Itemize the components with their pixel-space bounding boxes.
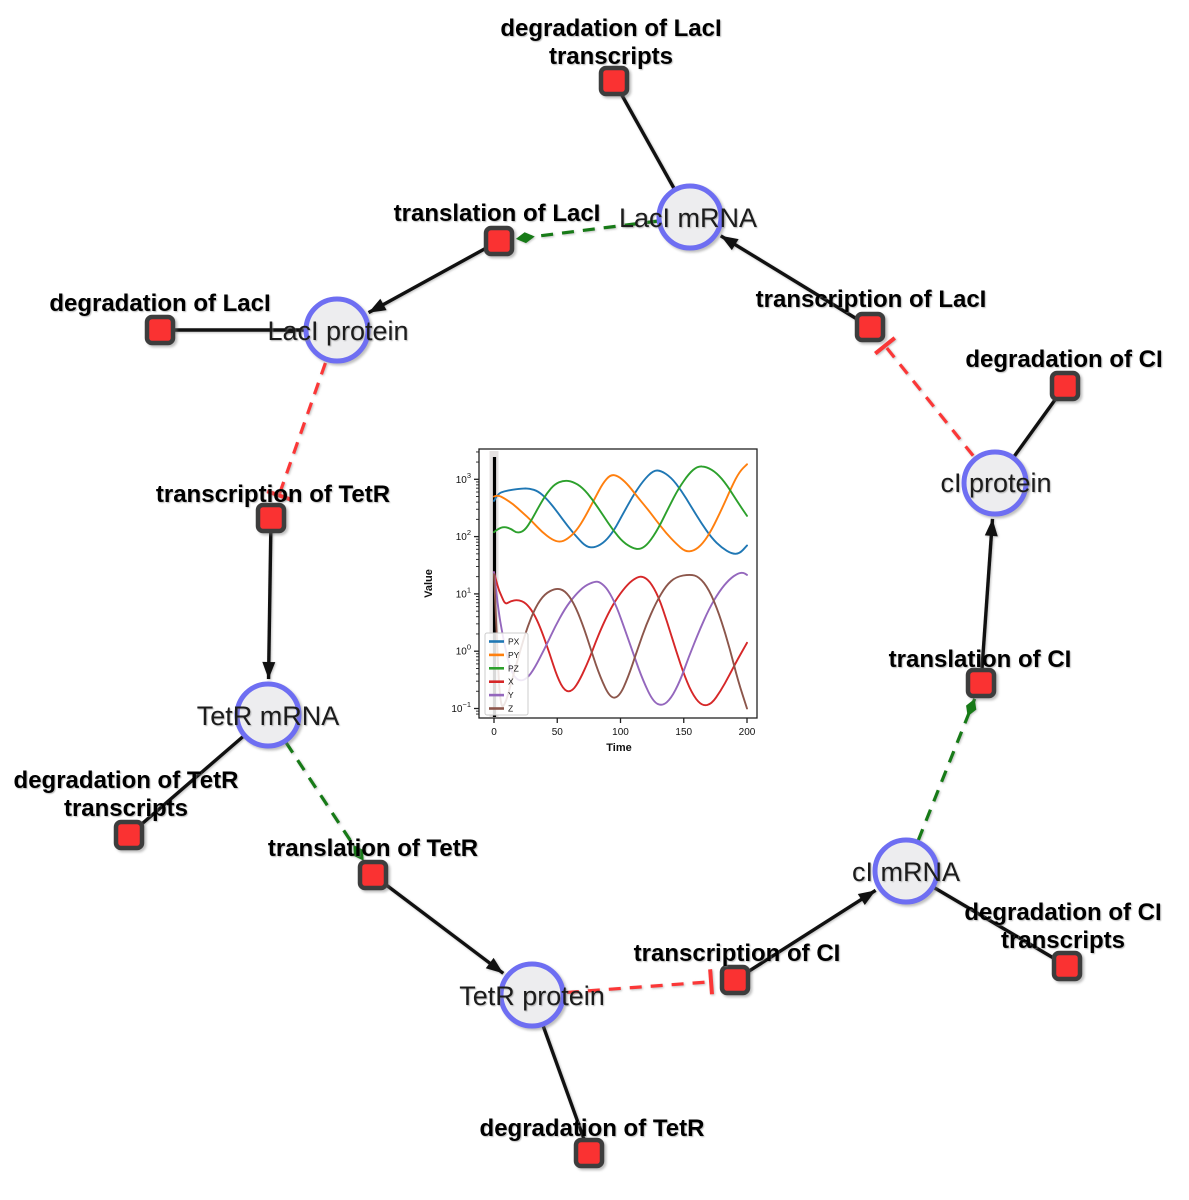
reaction-node-deg-laci-transcripts[interactable] [598,65,630,97]
reaction-node-deg-ci-transcripts[interactable] [1051,950,1083,982]
x-tick-label-150: 150 [675,727,692,738]
chart-series-PX [493,469,748,555]
species-node-ci-protein[interactable] [961,449,1029,517]
reaction-label-deg-tetr-line0: degradation of TetR [480,1115,705,1142]
reaction-label-deg-laci-transcripts-line0: degradation of LacI [500,15,721,42]
edge-production-translation-laci-to-laci-protein [367,239,500,315]
reaction-node-deg-laci[interactable] [144,314,176,346]
y-tick-label-1e-1: 10−1 [451,700,471,715]
reaction-label-translation-tetr-line0: translation of TetR [268,835,478,862]
edges-layer [127,80,1068,1154]
edge-production-translation-ci-to-ci-protein [979,518,998,684]
reaction-label-deg-tetr-transcripts-line1: transcripts [64,795,188,822]
reaction-label-deg-ci-transcripts-line1: transcripts [1001,927,1125,954]
legend-label-PY: PY [508,650,520,660]
reaction-label-deg-laci-line0: degradation of LacI [49,290,270,317]
edge-production-transcription-laci-to-laci-mrna [719,234,871,329]
species-node-laci-mrna[interactable] [656,183,724,251]
species-label-tetr-mrna: TetR mRNA [197,701,340,731]
x-tick-label-50: 50 [552,727,564,738]
reaction-label-deg-laci-transcripts-line1: transcripts [549,43,673,70]
reaction-node-translation-laci[interactable] [483,225,515,257]
species-node-ci-mrna[interactable] [872,837,940,905]
simulation-chart-inset: 10−1 100 101 102 103 0 50 100 150 200 Time Value PX P… [423,448,758,754]
reaction-label-deg-ci-line0: degradation of CI [965,346,1162,373]
edge-modifier-laci-mrna-to-translation-laci [515,219,658,244]
reaction-node-translation-ci[interactable] [965,667,997,699]
reaction-node-transcription-ci[interactable] [719,964,751,996]
species-label-tetr-protein: TetR protein [459,981,605,1011]
reaction-node-transcription-laci[interactable] [854,311,886,343]
labels-layer: LacI mRNA LacI protein cI protein TetR mRNA… [14,15,1163,1142]
reaction-node-deg-tetr-transcripts[interactable] [113,819,145,851]
reaction-node-transcription-tetr[interactable] [255,502,287,534]
reaction-label-deg-tetr-transcripts-line0: degradation of TetR [14,767,239,794]
legend-label-PZ: PZ [508,663,519,673]
y-axis-label: Value [423,569,435,598]
reaction-node-translation-tetr[interactable] [357,859,389,891]
y-tick-label-1e2: 102 [456,528,471,543]
y-tick-label-1e1: 101 [456,585,471,600]
chart-series-X [493,571,748,707]
legend-label-Y: Y [508,690,514,700]
edge-inhibition-laci-protein-to-transcription-tetr [266,362,327,502]
legend-label-X: X [508,677,514,687]
edge-production-transcription-ci-to-ci-mrna [734,888,877,982]
reaction-label-transcription-ci-line0: transcription of CI [634,940,841,967]
legend-label-PX: PX [508,637,520,647]
x-axis-label: Time [606,742,631,754]
edge-modifier-tetr-mrna-to-translation-tetr [284,741,366,862]
y-tick-label-1e3: 103 [456,471,471,486]
species-node-laci-protein[interactable] [303,296,371,364]
species-label-ci-protein: cI protein [940,468,1051,498]
reaction-label-translation-ci-line0: translation of CI [889,646,1072,673]
chart-series-PZ [493,465,748,550]
edge-inhibition-tetr-protein-to-transcription-ci [566,969,714,995]
chart-legend-box [484,632,529,716]
edge-inhibition-ci-protein-to-transcription-laci [874,336,975,457]
species-node-tetr-mrna[interactable] [234,681,302,749]
chart-series-PY [493,463,748,553]
reaction-label-transcription-laci-line0: transcription of LacI [756,286,987,313]
nodes-layer [113,65,1083,1169]
x-tick-label-200: 200 [739,727,756,738]
x-tick-label-100: 100 [612,727,629,738]
species-label-ci-mrna: cI mRNA [852,857,960,887]
x-tick-label-0: 0 [491,727,497,738]
edge-production-translation-tetr-to-tetr-protein [371,873,505,975]
species-label-laci-mrna: LacI mRNA [619,203,757,233]
reaction-node-deg-tetr[interactable] [573,1137,605,1169]
reaction-node-deg-ci[interactable] [1049,370,1081,402]
reaction-label-translation-laci-line0: translation of LacI [394,200,601,227]
legend-label-Z: Z [508,704,513,714]
y-tick-label-1e0: 100 [456,643,471,658]
species-label-laci-protein: LacI protein [267,316,408,346]
reaction-label-transcription-tetr-line0: transcription of TetR [156,481,390,508]
chart-frame [478,448,758,719]
edge-production-transcription-tetr-to-tetr-mrna [262,517,276,680]
reaction-label-deg-ci-transcripts-line0: degradation of CI [964,899,1161,926]
species-node-tetr-protein[interactable] [498,961,566,1029]
edge-modifier-ci-mrna-to-translation-ci [916,698,977,841]
